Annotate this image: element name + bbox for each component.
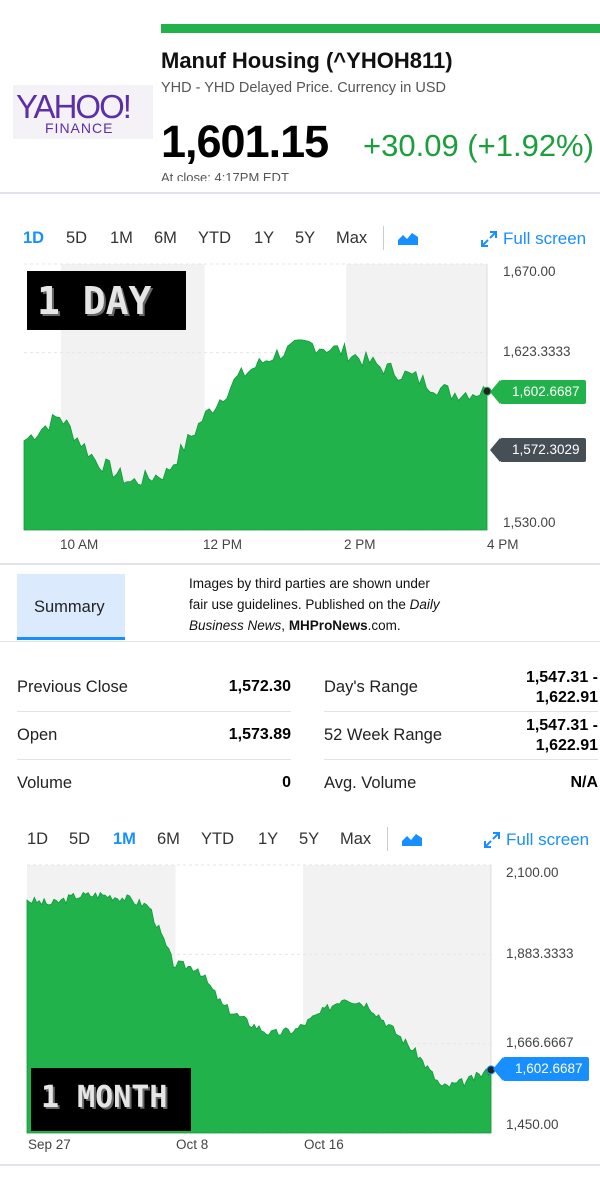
stat-row: Day's Range 1,547.31 - 1,622.91	[324, 664, 598, 712]
divider	[0, 1164, 600, 1166]
divider	[0, 641, 600, 642]
y-tick: 1,530.00	[503, 515, 556, 530]
month-stamp: 1 MONTH	[31, 1068, 191, 1131]
note-line: Business News, MHProNews.com.	[189, 615, 440, 636]
x-tick: 10 AM	[60, 537, 99, 552]
range-high: 1,622.91	[535, 689, 598, 706]
stat-row: Open 1,573.89	[17, 712, 291, 760]
stat-value: N/A	[570, 774, 598, 791]
tab-summary[interactable]: Summary	[17, 574, 125, 640]
range-low: 1,547.31 -	[525, 717, 598, 734]
stat-label: Previous Close	[17, 678, 128, 696]
close-time-clip: At close: 4:17PM EDT	[161, 172, 361, 181]
prev-close-tag: 1,572.3029	[490, 438, 586, 462]
note-text: ,	[281, 618, 289, 633]
note-line: fair use guidelines. Published on the Da…	[189, 594, 440, 615]
tab-6m[interactable]: 6M	[157, 830, 180, 848]
x-tick: 2 PM	[344, 537, 376, 552]
price-area	[23, 339, 488, 531]
tab-ytd[interactable]: YTD	[198, 229, 231, 247]
day-stamp-text: 1 DAY	[37, 279, 152, 323]
x-tick: Oct 8	[176, 1137, 209, 1152]
stat-label: Volume	[17, 774, 73, 792]
stat-label: Avg. Volume	[324, 774, 417, 792]
stats-right: Day's Range 1,547.31 - 1,622.91 52 Week R…	[324, 664, 598, 808]
stat-value: 1,547.31 - 1,622.91	[526, 716, 598, 756]
x-tick: 4 PM	[487, 537, 519, 552]
stat-row: 52 Week Range 1,547.31 - 1,622.91	[324, 712, 598, 760]
stat-row: Avg. Volume N/A	[324, 760, 598, 808]
day-stamp: 1 DAY	[27, 271, 186, 330]
fair-use-note: Images by third parties are shown under …	[189, 573, 440, 636]
stat-value: 1,573.89	[228, 726, 291, 743]
y-tick: 1,450.00	[506, 1117, 559, 1132]
quote-change: +30.09 (+1.92%)	[363, 128, 594, 163]
tab-max[interactable]: Max	[336, 229, 368, 247]
note-text: .com.	[367, 618, 401, 633]
tab-1d[interactable]: 1D	[27, 830, 49, 848]
stat-label: 52 Week Range	[324, 726, 443, 744]
close-time: At close: 4:17PM EDT	[161, 172, 289, 181]
note-italic: Daily	[409, 597, 440, 612]
fullscreen-button[interactable]: Full screen	[506, 830, 590, 849]
tab-divider	[387, 827, 388, 851]
range-low: 1,547.31 -	[525, 669, 598, 686]
range-high: 1,622.91	[535, 737, 598, 754]
stats-left: Previous Close 1,572.30 Open 1,573.89 Vo…	[17, 664, 291, 808]
accent-bar	[161, 24, 600, 33]
area-chart-icon[interactable]	[402, 832, 422, 846]
chart1-range-tabs: 1D 5D 1M 6M YTD 1Y 5Y Max	[23, 229, 382, 248]
tab-max[interactable]: Max	[340, 830, 372, 848]
tab-5d[interactable]: 5D	[69, 830, 91, 848]
logo-brand: YAHOO!	[16, 88, 132, 125]
fullscreen-button[interactable]: Full screen	[503, 229, 587, 248]
stat-value: 0	[282, 774, 291, 791]
stat-row: Previous Close 1,572.30	[17, 664, 291, 712]
tab-divider	[383, 226, 384, 250]
logo-sub: FINANCE	[45, 120, 114, 136]
x-tick: Sep 27	[28, 1137, 71, 1152]
last-price-tag: 1,602.6687	[493, 1057, 589, 1081]
area-chart-icon[interactable]	[398, 231, 418, 245]
fullscreen-icon[interactable]	[483, 831, 501, 849]
tab-1m[interactable]: 1M	[113, 830, 136, 848]
tab-1y[interactable]: 1Y	[258, 830, 279, 848]
stat-value: 1,547.31 - 1,622.91	[526, 668, 598, 708]
tab-6m[interactable]: 6M	[154, 229, 177, 247]
yahoo-finance-logo	[13, 85, 153, 139]
tab-5y[interactable]: 5Y	[295, 229, 316, 247]
note-italic: Business News	[189, 618, 282, 633]
tab-1m[interactable]: 1M	[110, 229, 133, 247]
y-tick: 1,623.3333	[503, 344, 571, 359]
x-tick: Oct 16	[304, 1137, 344, 1152]
y-tick: 1,670.00	[503, 264, 556, 279]
stat-label: Open	[17, 726, 58, 744]
stat-value: 1,572.30	[228, 678, 291, 695]
quote-price: 1,601.15	[161, 116, 329, 167]
y-tick: 2,100.00	[506, 865, 559, 880]
divider	[0, 192, 600, 194]
y-tick: 1,666.6667	[506, 1035, 574, 1050]
tab-ytd[interactable]: YTD	[201, 830, 234, 848]
tab-summary-label: Summary	[34, 598, 105, 616]
stat-row: Volume 0	[17, 760, 291, 808]
note-text: fair use guidelines. Published on the	[189, 597, 410, 612]
x-tick: 12 PM	[203, 537, 243, 552]
divider	[0, 563, 600, 565]
month-stamp-text: 1 MONTH	[41, 1080, 168, 1115]
stat-label: Day's Range	[324, 678, 418, 696]
note-line: Images by third parties are shown under	[189, 576, 430, 591]
chart2-range-tabs: 1D 5D 1M 6M YTD 1Y 5Y Max	[27, 830, 386, 849]
quote-title: Manuf Housing (^YHOH811)	[161, 48, 453, 73]
fullscreen-icon[interactable]	[480, 230, 498, 248]
note-bold: MHProNews	[288, 618, 368, 633]
last-price-tag: 1,602.6687	[490, 380, 586, 404]
tab-5d[interactable]: 5D	[66, 229, 88, 247]
y-tick: 1,883.3333	[506, 946, 574, 961]
tab-1y[interactable]: 1Y	[254, 229, 275, 247]
tab-1d[interactable]: 1D	[23, 229, 45, 247]
quote-subtitle: YHD - YHD Delayed Price. Currency in USD	[161, 80, 446, 96]
tab-5y[interactable]: 5Y	[299, 830, 320, 848]
